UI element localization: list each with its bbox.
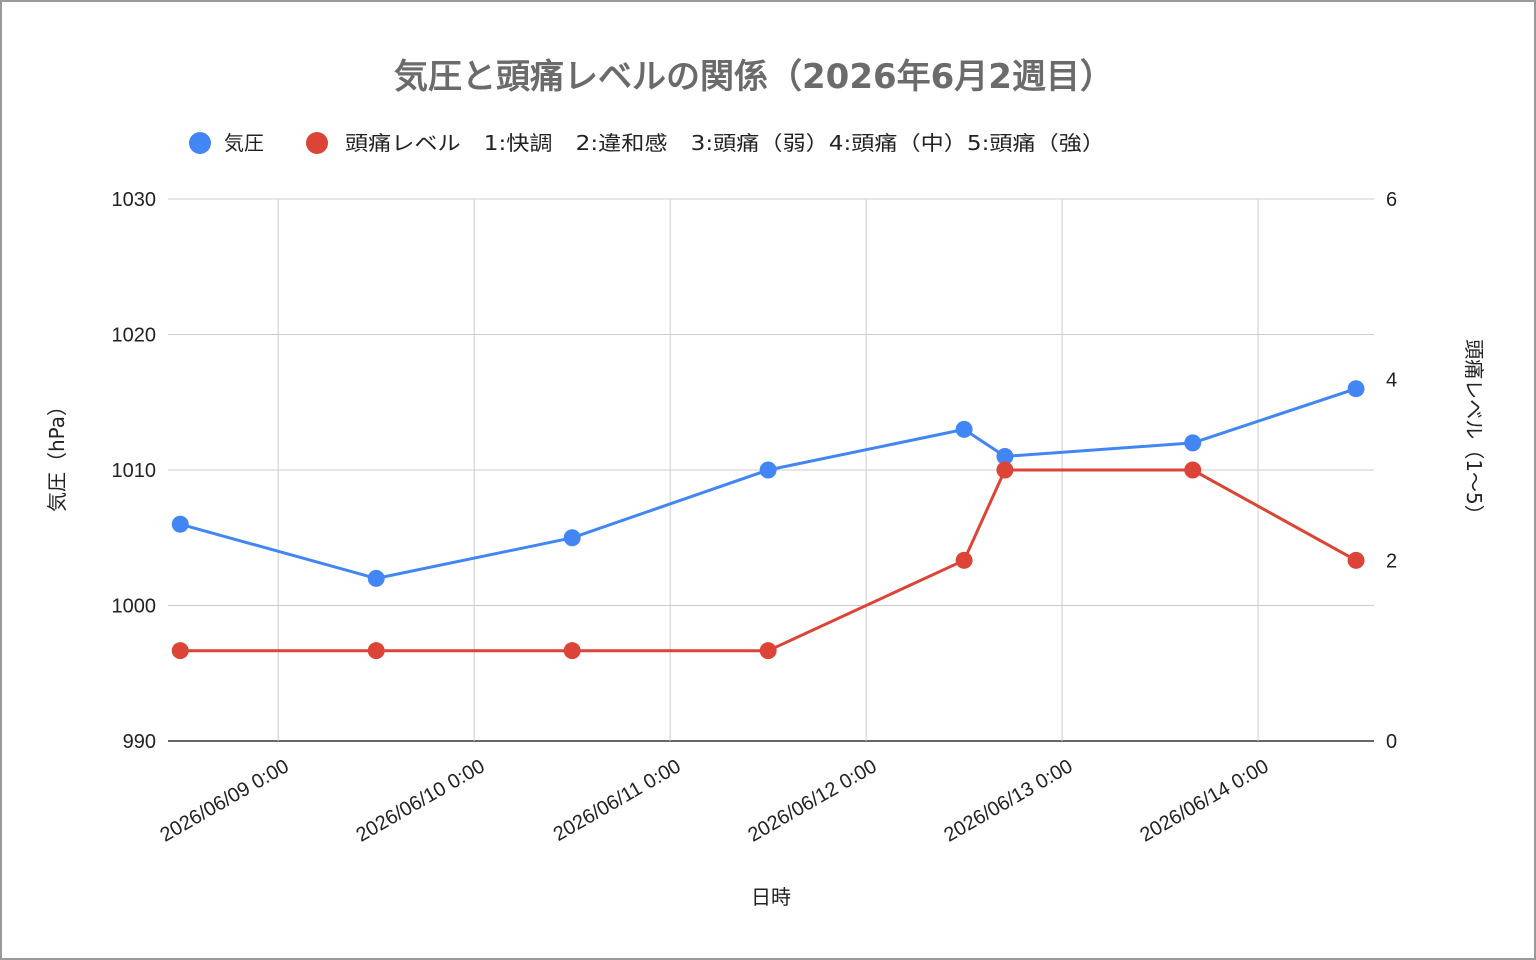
series-point-1 — [955, 551, 973, 569]
legend-marker-headache — [306, 132, 328, 154]
series-point-1 — [1347, 551, 1365, 569]
right-tick-label: 4 — [1386, 370, 1397, 392]
x-tick-label: 2026/06/11 0:00 — [550, 755, 685, 846]
series-point-0 — [1347, 380, 1365, 398]
left-tick-label: 1000 — [112, 596, 157, 618]
legend: 気圧 頭痛レベル 1:快調 2:違和感 3:頭痛（弱）4:頭痛（中）5:頭痛（強… — [189, 131, 1105, 155]
x-tick-label: 2026/06/09 0:00 — [157, 755, 293, 846]
series-point-0 — [955, 420, 973, 438]
series-point-1 — [367, 642, 385, 660]
series-line-0 — [179, 387, 1357, 580]
x-axis-ticks: 2026/06/09 0:00 2026/06/10 0:00 2026/06/11… — [157, 755, 1273, 846]
series-point-1 — [996, 461, 1014, 479]
series-point-0 — [171, 515, 189, 533]
x-tick-label: 2026/06/13 0:00 — [940, 755, 1076, 846]
series-point-1 — [1184, 461, 1202, 479]
series-point-0 — [996, 447, 1014, 465]
series-point-0 — [563, 529, 581, 547]
series-point-0 — [1184, 434, 1202, 452]
legend-label-pressure: 気圧 — [224, 131, 264, 155]
x-tick-label: 2026/06/14 0:00 — [1136, 755, 1272, 846]
chart-title: 気圧と頭痛レベルの関係（2026年6月2週目） — [394, 57, 1114, 97]
x-axis-title: 日時 — [751, 885, 791, 909]
series-point-1 — [171, 642, 189, 660]
left-tick-label: 990 — [123, 731, 156, 753]
x-tick-label: 2026/06/12 0:00 — [744, 755, 880, 846]
series-point-0 — [759, 461, 777, 479]
legend-label-headache: 頭痛レベル 1:快調 2:違和感 3:頭痛（弱）4:頭痛（中）5:頭痛（強） — [345, 131, 1105, 155]
gridlines — [168, 198, 1374, 742]
left-axis-ticks: 990 1000 1010 1020 1030 — [112, 189, 157, 753]
x-tick-label: 2026/06/10 0:00 — [352, 755, 488, 846]
right-tick-label: 2 — [1386, 550, 1397, 572]
right-axis-ticks: 0 2 4 6 — [1386, 189, 1397, 753]
series-point-1 — [759, 642, 777, 660]
right-axis-title: 頭痛レベル（1〜5） — [1462, 339, 1486, 524]
left-tick-label: 1010 — [112, 460, 157, 482]
series-layer — [171, 380, 1365, 660]
left-tick-label: 1020 — [112, 325, 157, 347]
left-tick-label: 1030 — [112, 189, 157, 211]
series-point-1 — [563, 642, 581, 660]
legend-marker-pressure — [189, 132, 211, 154]
series-point-0 — [367, 569, 385, 587]
left-axis-title: 気圧（hPa） — [45, 396, 69, 512]
series-line-1 — [180, 468, 1357, 653]
right-tick-label: 0 — [1386, 731, 1397, 753]
right-tick-label: 6 — [1386, 189, 1397, 211]
